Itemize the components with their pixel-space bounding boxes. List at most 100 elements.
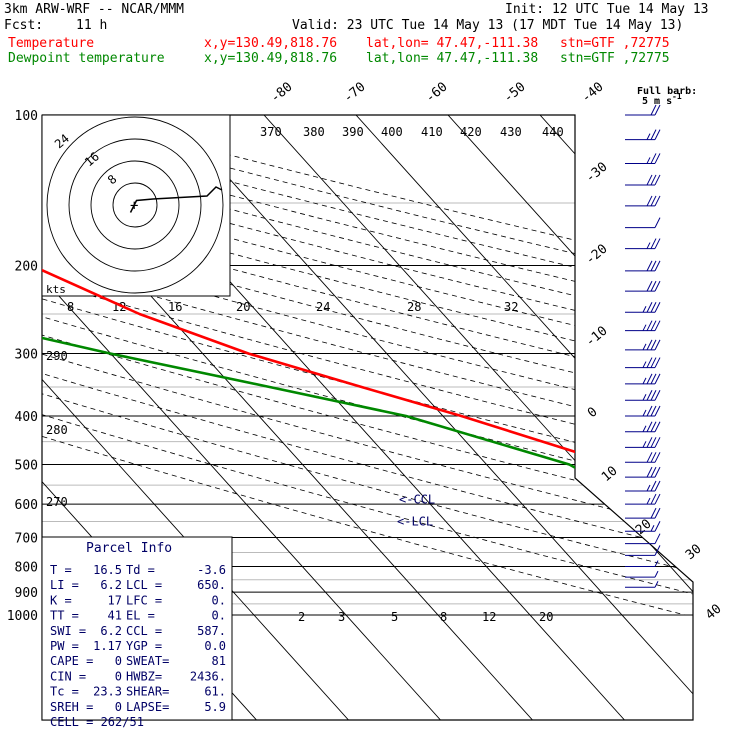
parcel-info-value: 1.17 [93, 639, 122, 653]
mixing-ratio-line [707, 504, 740, 615]
wind-barb-flag [654, 493, 661, 505]
parcel-info-key: Td = [126, 563, 155, 577]
wind-barb-half-flag [642, 343, 647, 351]
wind-barb-flag [646, 405, 653, 417]
speed-axis-label: 20 [236, 300, 250, 314]
wind-barb-flag [654, 533, 661, 544]
parcel-info-value: 5.9 [204, 700, 226, 714]
valid-time: Valid: 23 UTC Tue 14 May 13 (17 MDT Tue … [292, 18, 684, 33]
barb-key-units: 5 m s [642, 96, 672, 107]
wind-barb-flag [650, 129, 657, 140]
dry-adiabat-line [42, 115, 693, 616]
wind-barb-flag [654, 195, 661, 207]
parcel-info-value: 587. [197, 624, 226, 638]
wind-barb-flag [654, 373, 661, 385]
mixing-ratio-label: 12 [482, 610, 496, 624]
init-time: Init: 12 UTC Tue 14 May 13 [505, 2, 709, 17]
pressure-label: 200 [15, 260, 38, 275]
wind-barb-flag [650, 437, 657, 448]
theta-label: 410 [421, 125, 443, 139]
parcel-info-value: 41 [108, 609, 122, 623]
isotherm-line [42, 115, 349, 720]
hodograph-ring [46, 116, 224, 294]
parcel-info-value: 17 [108, 593, 122, 607]
model-title: 3km ARW-WRF -- NCAR/MMM [4, 2, 185, 17]
isotherm-label: -10 [583, 323, 611, 350]
pressure-label: 900 [15, 586, 38, 601]
temperature-profile [42, 115, 693, 594]
parcel-info-value: 650. [197, 578, 226, 592]
wind-barb-flag [650, 260, 657, 272]
wind-barb-flag [646, 174, 653, 186]
isotherm-label: 0 [585, 405, 601, 422]
dry-adiabat-line [42, 115, 693, 616]
wind-barb-flag [646, 437, 653, 448]
wind-barb-half-flag [642, 324, 647, 331]
parcel-info-value: 0.0 [204, 639, 226, 653]
wind-barb-flag [654, 238, 661, 249]
wind-barb-half-flag [646, 133, 651, 140]
dewpoint-profile [42, 115, 693, 591]
wind-barb-half-flag [646, 242, 651, 249]
wind-barb-flag [646, 195, 653, 207]
wind-barb-half-flag [646, 497, 651, 505]
wind-barb-flag [654, 545, 661, 556]
parcel-info-key: CAPE = [50, 654, 93, 668]
wind-barb-flag [654, 339, 661, 351]
isotherm-line [42, 115, 441, 720]
mixing-ratio-label: 20 [539, 610, 553, 624]
wind-barb-flag [646, 302, 653, 313]
wind-barb-flag [654, 452, 661, 463]
parcel-info-key: CCL = [126, 624, 162, 638]
mixing-ratio-label: 2 [298, 610, 305, 624]
wind-barb-flag [646, 280, 653, 292]
isotherm-label: 40 [703, 602, 725, 624]
mixing-ratio-label: 8 [440, 610, 447, 624]
wind-barb-flag [646, 421, 653, 432]
dry-adiabat-line [42, 115, 693, 616]
parcel-info-key: YGP = [126, 639, 162, 653]
parcel-info-cell: CELL = 262/51 [50, 715, 144, 729]
wind-barb-flag [654, 507, 661, 519]
dry-adiabat-line [42, 115, 693, 616]
parcel-info-key: HWBZ= [126, 669, 162, 683]
mixing-ratio-label: 5 [391, 610, 398, 624]
pressure-label: 700 [15, 532, 38, 547]
wind-barb-half-flag [642, 441, 647, 448]
wind-barb-flag [650, 339, 657, 351]
speed-axis-label: 28 [407, 300, 421, 314]
wind-barb-flag [646, 260, 653, 272]
wind-barb-flag [650, 357, 657, 368]
wind-barb-flag [646, 452, 653, 463]
isotherm-label: -70 [341, 79, 369, 106]
wind-barb-flag [654, 357, 661, 368]
wind-barb-half-flag [654, 581, 659, 588]
wind-barb-flag [654, 280, 661, 292]
wind-barb-flag [646, 390, 653, 401]
theta-label: 280 [46, 423, 68, 437]
mixing-ratio-line [660, 503, 693, 616]
parcel-info-key: CIN = [50, 669, 86, 683]
wind-barb-flag [654, 437, 661, 448]
parcel-level-marker: <-LCL [397, 514, 433, 528]
wind-barb-flag [654, 405, 661, 417]
wind-barb-flag [650, 104, 657, 116]
wind-barb-half-flag [654, 570, 659, 578]
wind-barb-flag [650, 480, 657, 492]
isotherm-label: 30 [683, 542, 705, 564]
wind-barb-flag [646, 466, 653, 478]
wind-barb-flag [654, 390, 661, 401]
parcel-info-key: LCL = [126, 578, 162, 592]
wind-barb-flag [646, 357, 653, 368]
parcel-info-value: 6.2 [100, 578, 122, 592]
hodograph-trace [129, 186, 223, 213]
parcel-info-value: 0. [212, 609, 226, 623]
wind-barb-flag [654, 174, 661, 186]
dry-adiabat-line [42, 115, 693, 616]
wind-barb-half-flag [650, 525, 655, 532]
parcel-info-key: K = [50, 593, 72, 607]
theta-label: 430 [500, 125, 522, 139]
dry-adiabat-line [42, 115, 693, 616]
barb-key-title: Full barb: [637, 86, 697, 97]
